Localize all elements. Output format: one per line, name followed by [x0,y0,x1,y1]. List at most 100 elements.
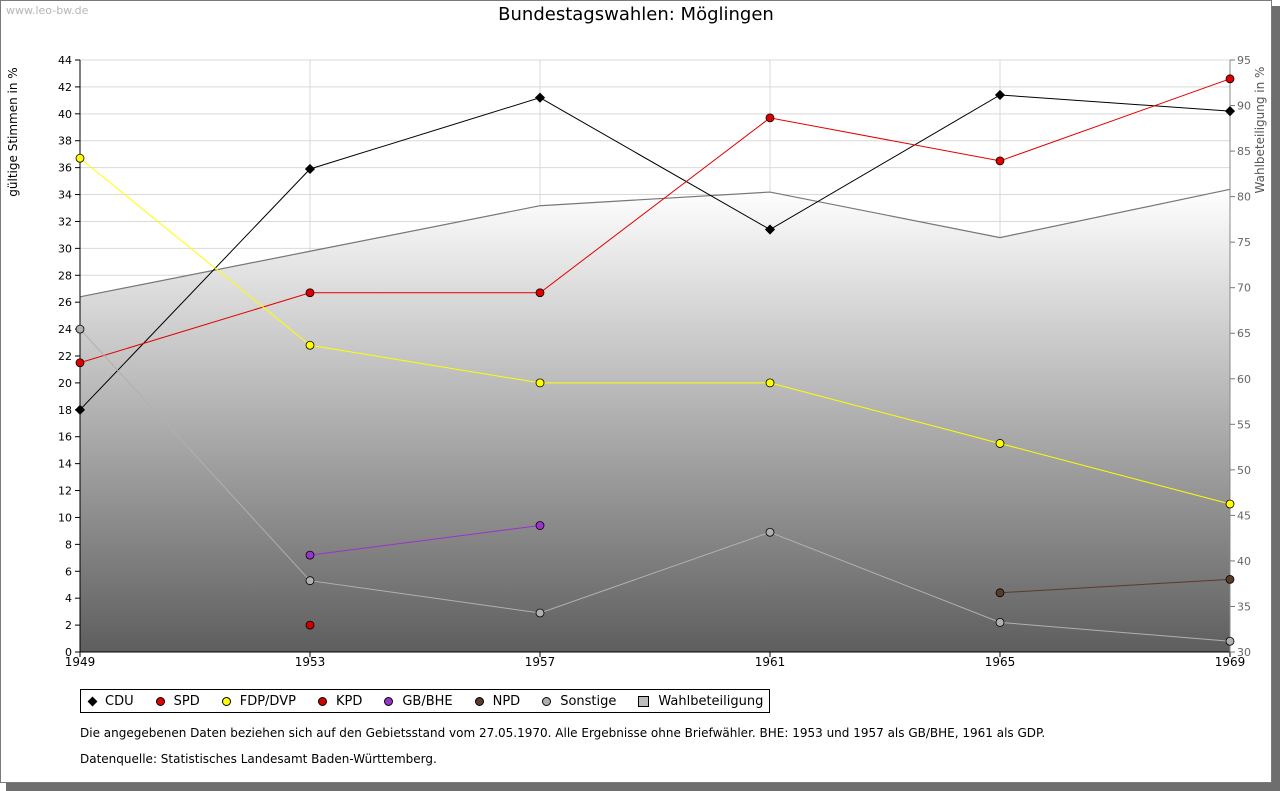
watermark: www.leo-bw.de [6,4,89,17]
y2-tick-label: 30 [1237,646,1251,659]
legend-label: Sonstige [560,693,617,709]
frame-shadow-right [1272,6,1280,791]
legend-label: SPD [173,693,200,709]
turnout-line [79,188,1231,298]
series-lines [79,78,1231,642]
legend-marker-icon [474,696,484,706]
point-sonstige [305,576,315,586]
y2-tick-label: 60 [1237,373,1251,386]
legend-item-gbbhe: GB/BHE [384,693,453,709]
point-fdpdvp [995,439,1005,448]
x-tick-label: 1961 [755,655,786,669]
point-kpd [305,620,315,630]
legend-item-fdpdvp: FDP/DVP [221,693,296,709]
point-cdu [994,89,1006,101]
y-tick-label: 12 [58,485,72,498]
legend-label: CDU [105,693,134,709]
point-sonstige [765,527,775,537]
line-spd [79,78,1231,364]
line-fdpdvp [79,157,1231,505]
x-tick-label: 1949 [65,655,96,669]
y-tick-label: 28 [58,269,72,282]
point-spd [995,156,1005,166]
legend-marker-icon [638,695,650,707]
y-tick-label: 44 [58,54,72,67]
point-npd [1225,574,1235,584]
point-sonstige [75,324,85,334]
y-axis-label: gültige Stimmen in % [6,67,20,196]
y-tick-label: 34 [58,189,72,202]
point-gbbhe [535,521,545,530]
point-fdpdvp [535,378,545,388]
y-tick-label: 40 [58,108,72,121]
y2-tick-label: 50 [1237,464,1251,477]
point-spd [1225,74,1235,84]
y-tick-label: 32 [58,215,72,228]
point-fdpdvp [765,378,775,388]
line-cdu [79,94,1231,411]
point-cdu [1224,106,1236,117]
series-markers [74,74,1236,646]
footnote: Die angegebenen Daten beziehen sich auf … [80,726,1046,740]
point-spd [535,288,545,298]
legend-item-sonstige: Sonstige [542,694,616,709]
y-tick-label: 36 [58,162,72,175]
legend-marker-icon [317,696,327,706]
point-sonstige [535,608,545,618]
point-cdu [534,92,546,103]
y-tick-label: 22 [58,350,72,363]
legend-item-cdu: CDU [87,693,134,709]
y-tick-label: 20 [58,377,72,390]
legend: CDU SPD FDP/DVP KPD GB/BHE NPD Sonstige Wahlbet… [80,689,771,713]
y-tick-label: 18 [58,404,72,417]
y-tick-label: 4 [65,592,72,605]
point-npd [995,588,1005,598]
y-tick-label: 10 [58,511,72,524]
line-sonstige [79,328,1231,642]
legend-marker-icon [155,696,165,706]
y-tick-label: 26 [58,296,72,309]
y-tick-label: 16 [58,431,72,444]
y-tick-label: 0 [65,646,72,659]
y-tick-label: 2 [65,619,72,632]
point-spd [305,288,315,298]
point-fdpdvp [1225,499,1235,509]
point-sonstige [995,618,1005,627]
y2-tick-label: 65 [1237,327,1251,340]
x-tick-label: 1957 [525,655,556,669]
y-tick-label: 14 [58,458,72,471]
legend-item-kpd: KPD [317,693,363,709]
legend-label: NPD [492,693,521,709]
legend-label: FDP/DVP [239,693,296,709]
y2-tick-label: 55 [1237,418,1251,431]
legend-label: GB/BHE [402,693,453,709]
line-npd [999,578,1231,594]
legend-marker-icon [87,696,98,706]
y2-tick-label: 95 [1237,54,1251,67]
y-tick-label: 24 [58,323,72,336]
x-tick-label: 1969 [1215,655,1246,669]
data-source: Datenquelle: Statistisches Landesamt Bad… [80,752,437,766]
point-fdpdvp [75,153,85,163]
chart-title: Bundestagswahlen: Möglingen [498,4,774,25]
line-gbbhe [309,525,541,556]
legend-item-wahlbeteiligung: Wahlbeteiligung [638,694,763,709]
y2-tick-label: 70 [1237,282,1251,295]
turnout-area-fill [80,189,1230,652]
point-cdu [304,163,316,175]
legend-label: KPD [335,693,363,709]
legend-item-npd: NPD [474,693,521,709]
point-spd [765,113,775,123]
y2-tick-label: 45 [1237,509,1251,522]
y-tick-label: 38 [58,135,72,148]
point-spd [75,358,85,368]
y-tick-label: 8 [65,538,72,551]
y2-tick-label: 75 [1237,236,1251,249]
turnout-area [79,188,1231,652]
point-gbbhe [305,550,315,560]
point-fdpdvp [305,340,315,350]
point-cdu [764,224,776,235]
x-tick-label: 1953 [295,655,326,669]
frame-shadow-bottom [6,783,1280,791]
